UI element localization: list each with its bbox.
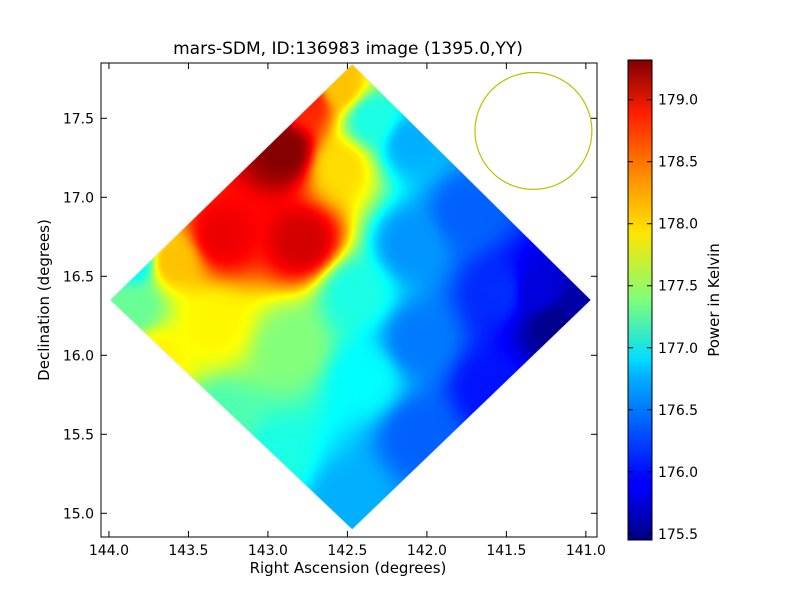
x-tick-label: 141.0 — [566, 543, 606, 559]
y-tick-label: 16.0 — [63, 348, 94, 364]
colorbar: 175.5 176.0 176.5 177.0 177.5 178.0 178.5 179.0… — [627, 59, 723, 543]
x-tick-label: 142.5 — [327, 543, 367, 559]
y-tick-label: 15.5 — [63, 427, 94, 443]
colorbar-tick-label: 177.5 — [658, 279, 698, 295]
x-tick-label: 144.0 — [89, 543, 129, 559]
x-tick-label: 143.0 — [248, 543, 288, 559]
x-tick-label: 142.0 — [407, 543, 447, 559]
colorbar-tick-label: 176.0 — [658, 465, 698, 481]
x-axis-label: Right Ascension (degrees) — [250, 559, 447, 577]
y-tick-label: 15.0 — [63, 506, 94, 522]
x-tick-label: 143.5 — [168, 543, 208, 559]
colorbar-ticks: 175.5 176.0 176.5 177.0 177.5 178.0 178.5 179.0 — [628, 93, 698, 543]
colorbar-label: Power in Kelvin — [705, 243, 723, 357]
chart-title: mars-SDM, ID:136983 image (1395.0,YY) — [173, 39, 523, 59]
colorbar-tick-label: 178.0 — [658, 217, 698, 233]
colorbar-tick-label: 178.5 — [658, 155, 698, 171]
y-axis-label: Declination (degrees) — [35, 219, 53, 381]
colorbar-gradient — [627, 59, 653, 541]
colorbar-tick-label: 177.0 — [658, 341, 698, 357]
colorbar-tick-label: 176.5 — [658, 403, 698, 419]
heatmap-footprint — [110, 64, 591, 530]
y-tick-label: 16.5 — [63, 269, 94, 285]
x-tick-label: 141.5 — [486, 543, 526, 559]
y-tick-label: 17.5 — [63, 111, 94, 127]
beam-circle — [474, 71, 593, 191]
y-axis-ticks: 15.0 15.5 16.0 16.5 17.0 17.5 — [63, 111, 597, 522]
heatmap-image — [110, 64, 591, 530]
colorbar-tick-label: 179.0 — [658, 93, 698, 109]
plot-frame — [100, 62, 598, 538]
y-tick-label: 17.0 — [63, 190, 94, 206]
colorbar-tick-label: 175.5 — [658, 527, 698, 543]
x-axis-ticks: 144.0 143.5 143.0 142.5 142.0 141.5 141.0 — [89, 63, 606, 559]
